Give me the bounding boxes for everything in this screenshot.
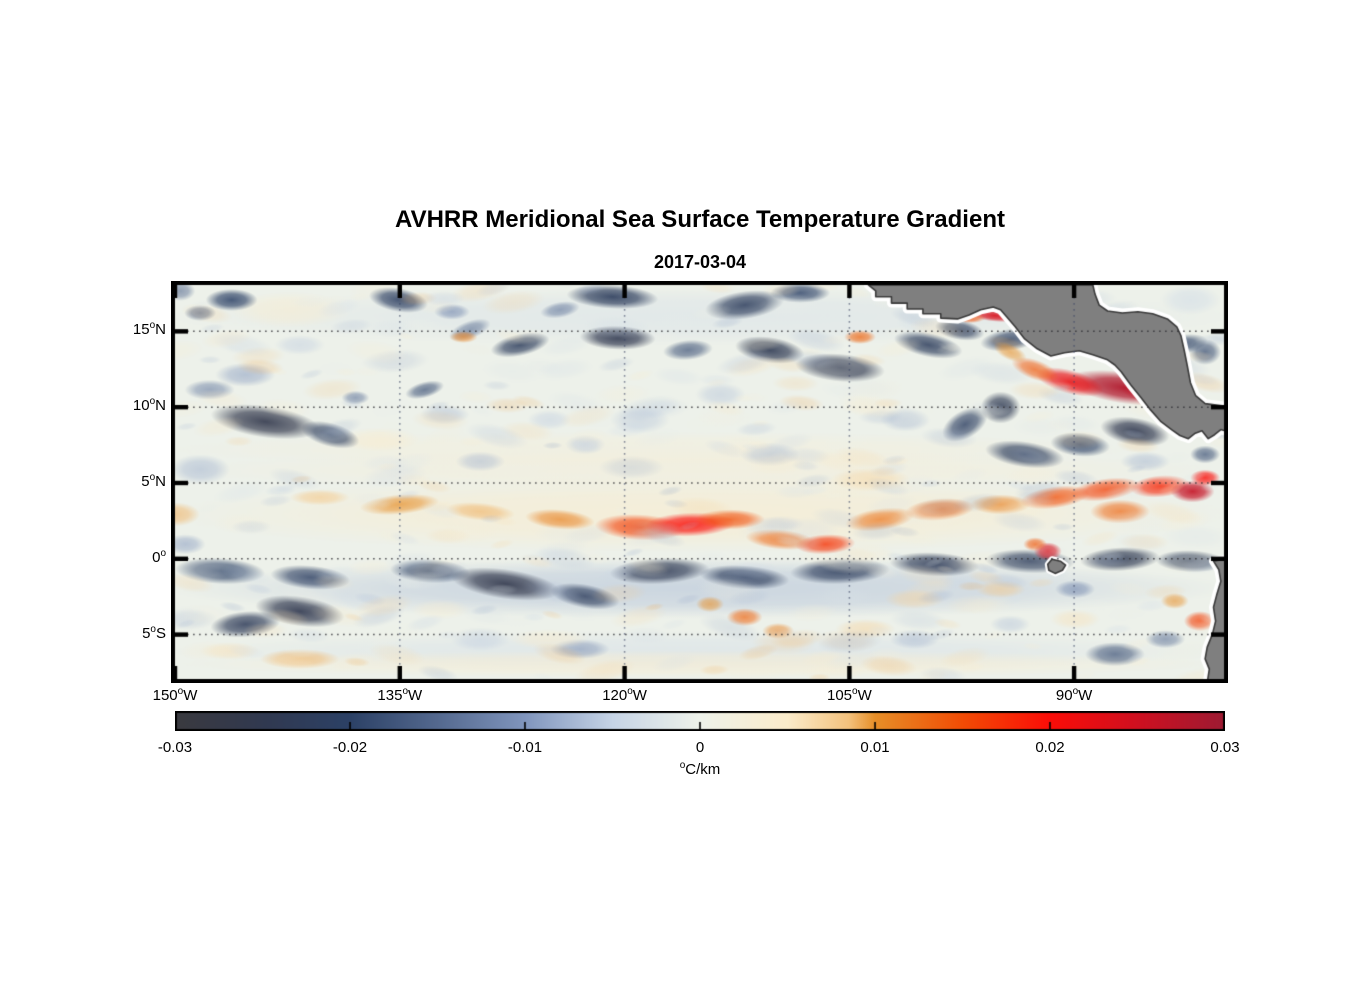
chart-title: AVHRR Meridional Sea Surface Temperature… [395,206,1005,233]
y-tick-label: 5oN [141,471,166,490]
sst-gradient-map-canvas [171,281,1228,683]
unit-text: C/km [685,761,721,778]
x-tick-label: 105oW [827,686,872,705]
x-tick-label: 120oW [602,686,647,705]
colorbar-canvas [175,711,1225,731]
y-tick-label: 10oN [132,396,166,415]
x-tick-label: 90oW [1055,686,1093,705]
degree-symbol: o [679,760,686,771]
x-tick-label: 135oW [377,686,423,705]
colorbar-unit-label: oC/km [640,760,760,779]
colorbar-tick-label: -0.03 [157,739,193,756]
colorbar-tick-label: 0.03 [1210,739,1240,756]
colorbar-tick-label: 0 [695,739,705,756]
colorbar-tick-label: -0.02 [332,739,368,756]
chart-subtitle: 2017-03-04 [653,252,747,272]
y-tick-label: 0o [152,547,166,566]
colorbar-tick-label: -0.01 [507,739,543,756]
y-tick-label: 15oN [132,320,166,339]
x-tick-label: 150oW [152,686,198,705]
colorbar-tick-label: 0.02 [1035,739,1065,756]
y-tick-label: 5oS [142,623,166,642]
colorbar-tick-label: 0.01 [860,739,890,756]
